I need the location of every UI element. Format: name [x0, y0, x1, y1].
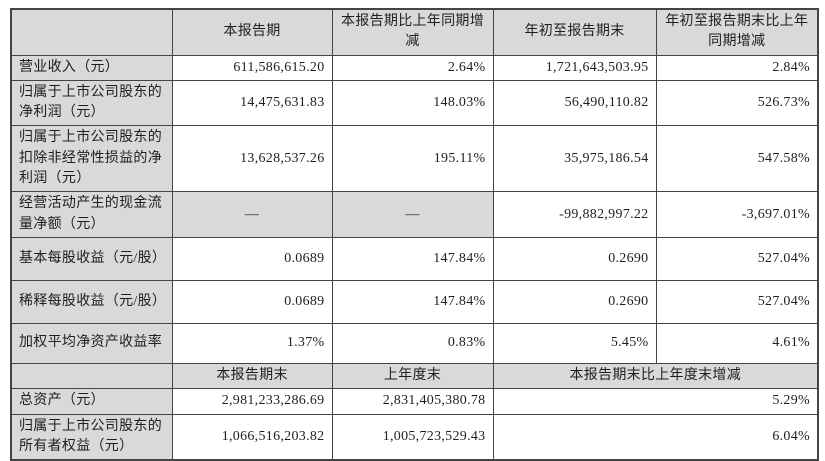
table-row-operating-cash-flow: 经营活动产生的现金流量净额（元） — — -99,882,997.22 -3,6…	[10, 191, 819, 238]
value-cell: -99,882,997.22	[492, 191, 657, 238]
empty-corner-cell	[10, 362, 173, 390]
table-row-net-profit-deducted: 归属于上市公司股东的扣除非经常性损益的净利润（元） 13,628,537.26 …	[10, 125, 819, 193]
value-cell: 527.04%	[655, 279, 819, 324]
row-label-cell: 营业收入（元）	[10, 54, 173, 81]
value-cell: 195.11%	[331, 125, 494, 193]
value-cell: 547.58%	[655, 125, 819, 193]
row-label-cell: 归属于上市公司股东的净利润（元）	[10, 79, 173, 127]
table-row-basic-eps: 基本每股收益（元/股） 0.0689 147.84% 0.2690 527.04…	[10, 236, 819, 281]
table-subheader-row: 本报告期末 上年度末 本报告期末比上年度末增减	[10, 362, 819, 390]
column-header-period-yoy: 本报告期比上年同期增减	[331, 8, 494, 56]
value-cell: 0.0689	[171, 279, 333, 324]
value-cell: 527.04%	[655, 236, 819, 281]
value-cell: 0.0689	[171, 236, 333, 281]
value-cell: 526.73%	[655, 79, 819, 127]
value-cell: 5.29%	[492, 388, 819, 415]
value-cell: 148.03%	[331, 79, 494, 127]
table-row-weighted-roe: 加权平均净资产收益率 1.37% 0.83% 5.45% 4.61%	[10, 322, 819, 364]
row-label-cell: 经营活动产生的现金流量净额（元）	[10, 191, 173, 238]
value-cell: 4.61%	[655, 322, 819, 364]
table-row-owners-equity: 归属于上市公司股东的所有者权益（元） 1,066,516,203.82 1,00…	[10, 413, 819, 461]
row-label-cell: 稀释每股收益（元/股）	[10, 279, 173, 324]
value-cell: 0.2690	[492, 279, 657, 324]
value-cell: 13,628,537.26	[171, 125, 333, 193]
value-cell-dash: —	[171, 191, 333, 238]
column-header-period: 本报告期	[171, 8, 333, 56]
value-cell: 6.04%	[492, 413, 819, 461]
value-cell: 147.84%	[331, 279, 494, 324]
table-row-net-profit: 归属于上市公司股东的净利润（元） 14,475,631.83 148.03% 5…	[10, 79, 819, 127]
row-label-cell: 加权平均净资产收益率	[10, 322, 173, 364]
value-cell: 2,831,405,380.78	[331, 388, 494, 415]
column-header-ytd-yoy: 年初至报告期末比上年同期增减	[655, 8, 819, 56]
value-cell: 5.45%	[492, 322, 657, 364]
row-label-cell: 归属于上市公司股东的扣除非经常性损益的净利润（元）	[10, 125, 173, 193]
empty-corner-cell	[10, 8, 173, 56]
column-header-prior-year-end: 上年度末	[331, 362, 494, 390]
value-cell: 2.64%	[331, 54, 494, 81]
value-cell: 35,975,186.54	[492, 125, 657, 193]
value-cell: 0.83%	[331, 322, 494, 364]
value-cell: 14,475,631.83	[171, 79, 333, 127]
value-cell: 2.84%	[655, 54, 819, 81]
row-label-cell: 基本每股收益（元/股）	[10, 236, 173, 281]
value-cell: 56,490,110.82	[492, 79, 657, 127]
table-row-revenue: 营业收入（元） 611,586,615.20 2.64% 1,721,643,5…	[10, 54, 819, 81]
row-label-cell: 归属于上市公司股东的所有者权益（元）	[10, 413, 173, 461]
value-cell: 611,586,615.20	[171, 54, 333, 81]
column-header-period-end: 本报告期末	[171, 362, 333, 390]
value-cell: 0.2690	[492, 236, 657, 281]
financial-summary-table: 本报告期 本报告期比上年同期增减 年初至报告期末 年初至报告期末比上年同期增减 …	[10, 8, 819, 461]
value-cell: -3,697.01%	[655, 191, 819, 238]
value-cell-dash: —	[331, 191, 494, 238]
table-header-row: 本报告期 本报告期比上年同期增减 年初至报告期末 年初至报告期末比上年同期增减	[10, 8, 819, 56]
value-cell: 2,981,233,286.69	[171, 388, 333, 415]
value-cell: 1,066,516,203.82	[171, 413, 333, 461]
column-header-ytd: 年初至报告期末	[492, 8, 657, 56]
value-cell: 1,721,643,503.95	[492, 54, 657, 81]
table-row-diluted-eps: 稀释每股收益（元/股） 0.0689 147.84% 0.2690 527.04…	[10, 279, 819, 324]
value-cell: 1,005,723,529.43	[331, 413, 494, 461]
table-row-total-assets: 总资产（元） 2,981,233,286.69 2,831,405,380.78…	[10, 388, 819, 415]
row-label-cell: 总资产（元）	[10, 388, 173, 415]
column-header-period-end-change: 本报告期末比上年度末增减	[492, 362, 819, 390]
value-cell: 1.37%	[171, 322, 333, 364]
value-cell: 147.84%	[331, 236, 494, 281]
